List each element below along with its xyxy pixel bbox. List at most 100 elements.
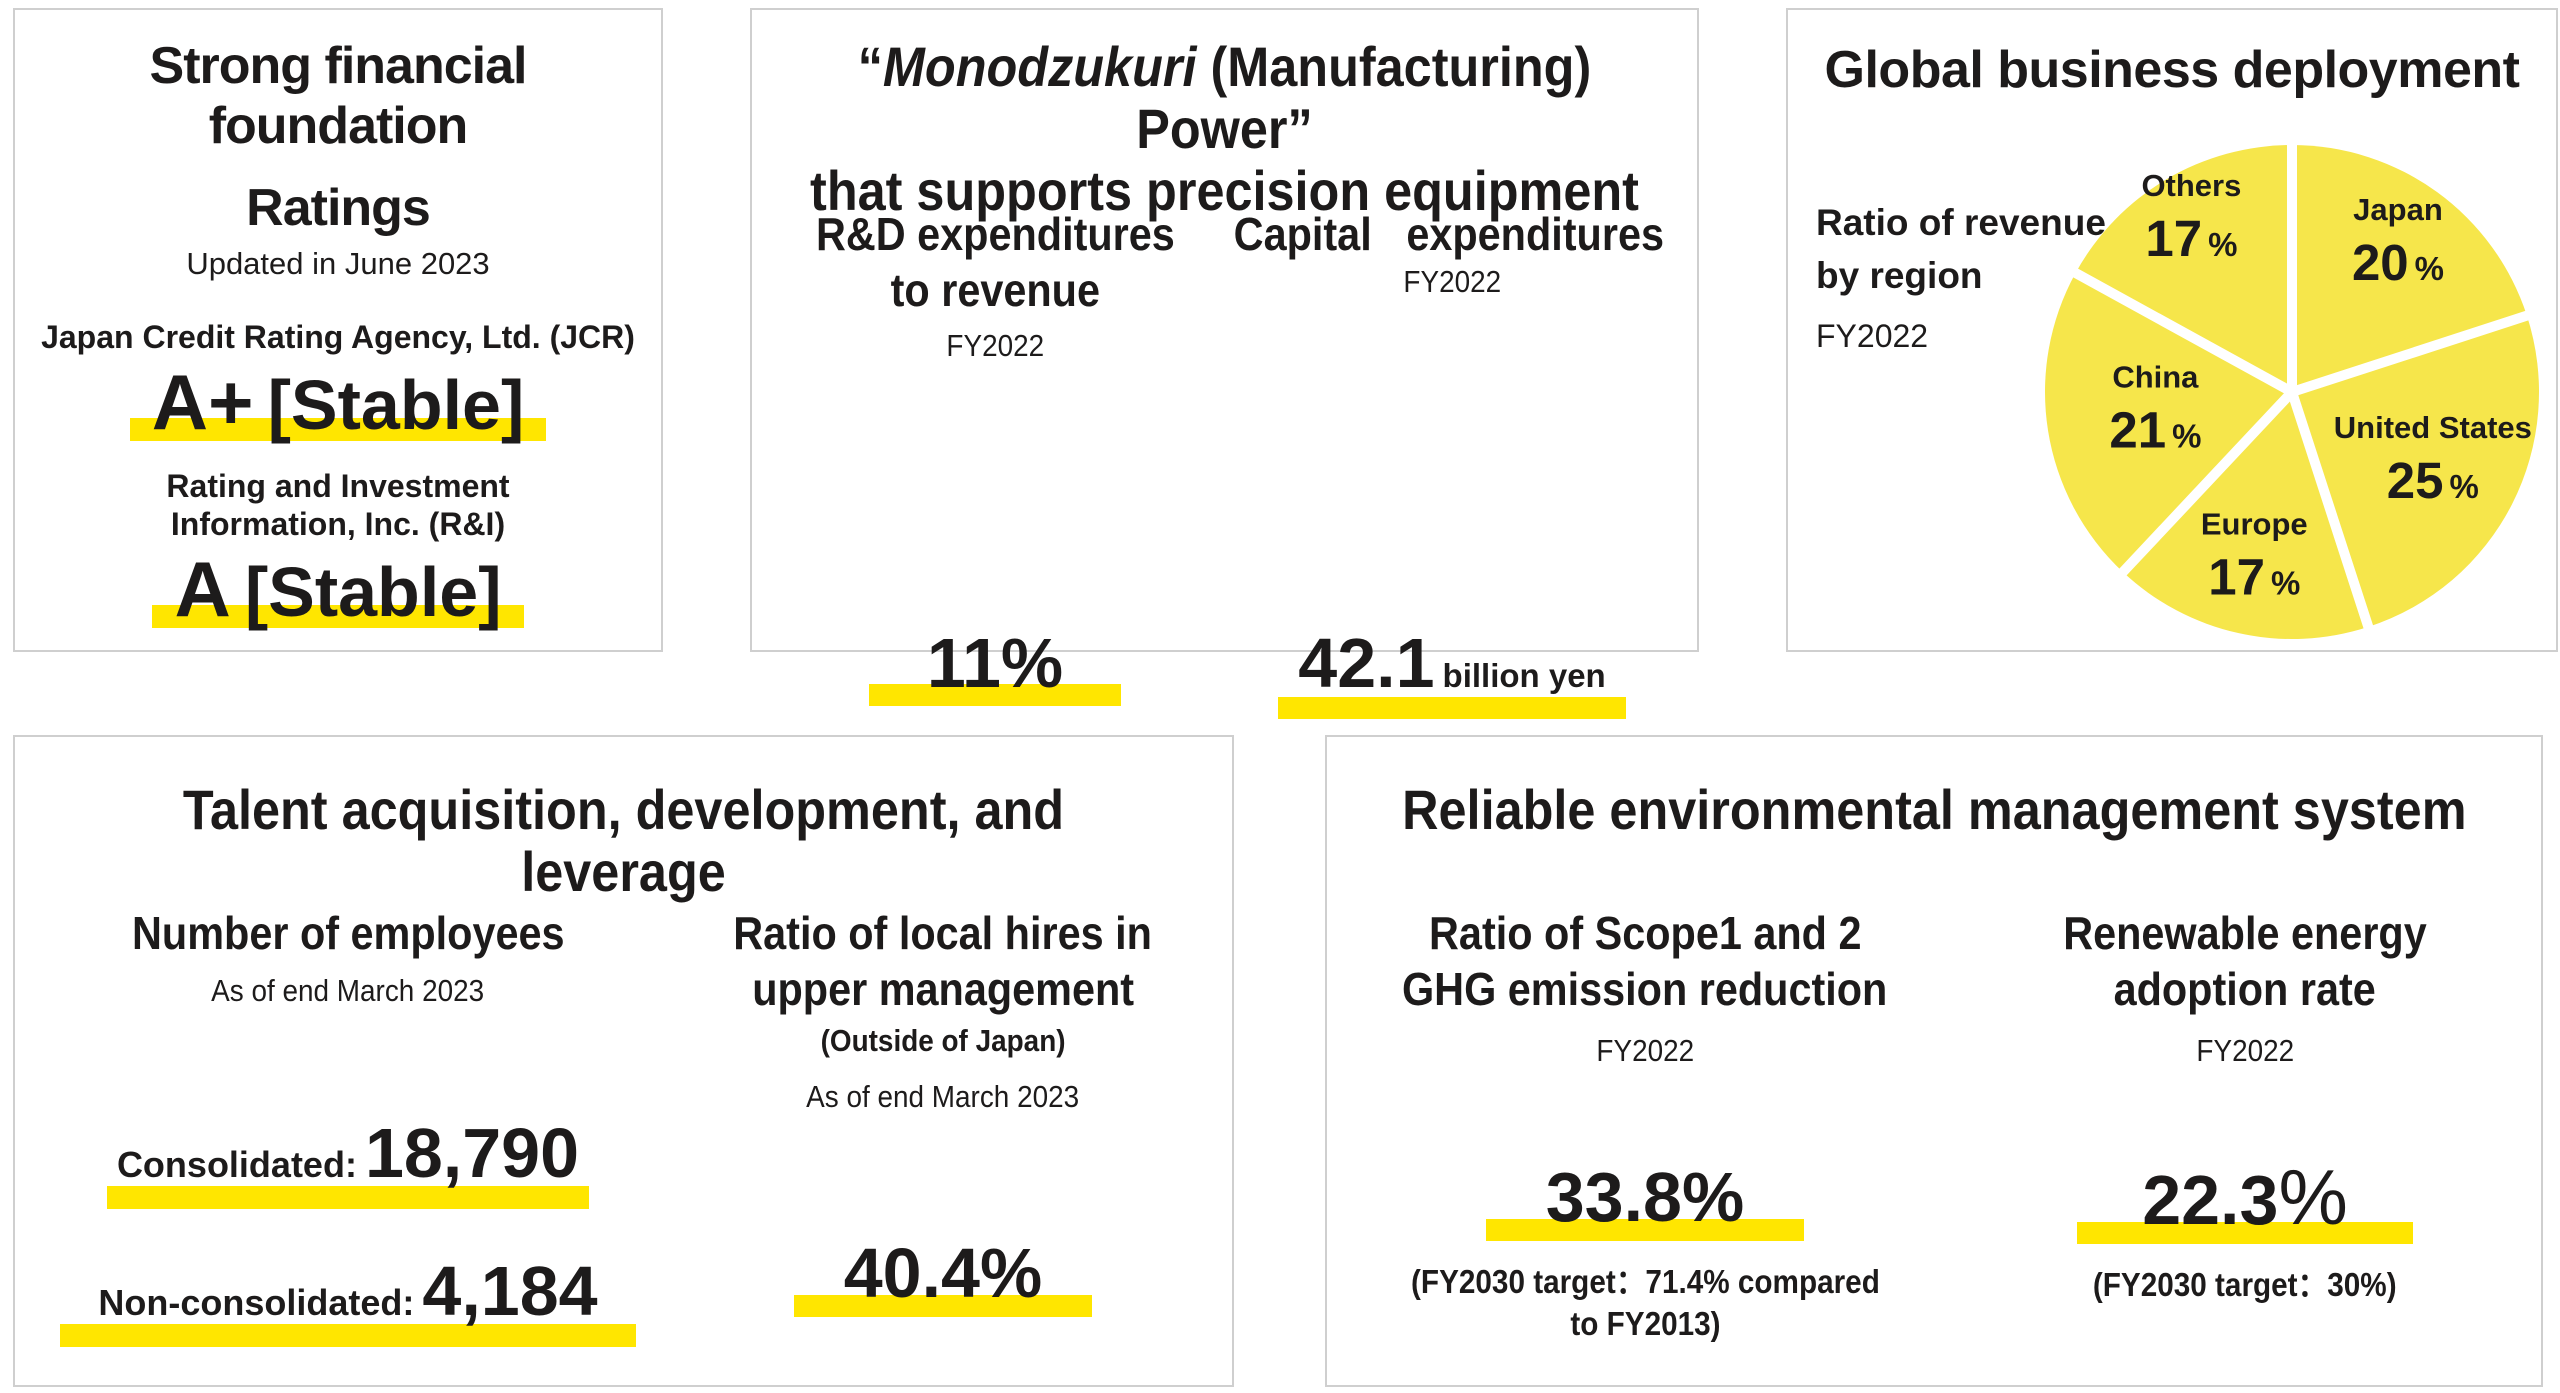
panel-title-line: “Monodzukuri (Manufacturing) Power” bbox=[805, 36, 1645, 160]
pie-slice-others bbox=[2075, 145, 2292, 392]
employees-asof-text: As of end March 2023 bbox=[211, 973, 485, 1008]
consolidated-row: Consolidated: 18,790 bbox=[43, 1113, 653, 1209]
panel-title: Strong financial foundation bbox=[25, 36, 651, 156]
panel-financial-foundation: Strong financial foundation Ratings Upda… bbox=[13, 8, 663, 652]
jcr-rating-row: A+ [Stable] bbox=[15, 360, 661, 447]
local-hires-highlight: 40.4% bbox=[793, 1233, 1093, 1317]
pie-label-value: 25% bbox=[2387, 452, 2479, 509]
revenue-ratio-period: FY2022 bbox=[1816, 318, 1929, 354]
title-rest: (Manufacturing) Power” bbox=[1136, 35, 1592, 160]
ratings-updated-date: Updated in June 2023 bbox=[186, 246, 490, 281]
renewable-value-percent: % bbox=[2278, 1153, 2348, 1241]
consolidated-value: 18,790 bbox=[364, 1114, 580, 1192]
nonconsolidated-value: 4,184 bbox=[422, 1252, 598, 1330]
quote-open: “ bbox=[857, 35, 883, 98]
capex-unit: billion yen bbox=[1442, 657, 1606, 694]
nonconsolidated-highlight: Non-consolidated: 4,184 bbox=[60, 1251, 636, 1347]
pie-label-name: China bbox=[2112, 360, 2199, 395]
renewable-value-highlight: 22.3% bbox=[2077, 1157, 2413, 1244]
rd-period: FY2022 bbox=[946, 328, 1044, 363]
ghg-value-highlight: 33.8% bbox=[1485, 1157, 1805, 1241]
rd-label-line: to revenue bbox=[890, 264, 1100, 316]
ri-rating-row: A [Stable] bbox=[15, 547, 661, 634]
panel-global-deployment: Global business deployment Ratio of reve… bbox=[1786, 8, 2558, 652]
panel-title: “Monodzukuri (Manufacturing) Power” that… bbox=[758, 36, 1691, 222]
pie-label-value: 17% bbox=[2145, 210, 2237, 267]
capex-label-line: Capital bbox=[1233, 208, 1372, 260]
employees-label-text: Number of employees bbox=[131, 907, 565, 959]
ghg-column: Ratio of Scope1 and 2 GHG emission reduc… bbox=[1345, 905, 1945, 1345]
ghg-label: Ratio of Scope1 and 2 GHG emission reduc… bbox=[1345, 905, 1945, 1017]
nonconsolidated-label: Non-consolidated: bbox=[98, 1282, 415, 1323]
local-hires-value-row: 40.4% bbox=[663, 1233, 1223, 1317]
rd-expenditures-column: R&D expenditures to revenue FY2022 11% bbox=[770, 206, 1220, 706]
renewable-column: Renewable energy adoption rate FY2022 22… bbox=[1955, 905, 2535, 1306]
ri-rating-outlook: [Stable] bbox=[244, 553, 502, 631]
ri-rating-highlight: A [Stable] bbox=[152, 545, 524, 634]
pie-separator bbox=[2071, 267, 2295, 397]
capex-period: FY2022 bbox=[1403, 264, 1501, 299]
nonconsolidated-row: Non-consolidated: 4,184 bbox=[43, 1251, 653, 1347]
rd-value: 11% bbox=[926, 624, 1064, 702]
rd-value-highlight: 11% bbox=[868, 624, 1122, 706]
local-hires-label-line: upper management bbox=[752, 963, 1134, 1015]
jcr-agency-name: Japan Credit Rating Agency, Ltd. (JCR) bbox=[41, 319, 635, 355]
ri-agency-name: Rating and Investment Information, Inc. … bbox=[15, 467, 661, 543]
revenue-ratio-label: Ratio of revenue by region bbox=[1816, 196, 2126, 302]
ratings-heading: Ratings bbox=[246, 179, 431, 237]
pie-label-name: United States bbox=[2334, 410, 2532, 445]
ghg-value-row: 33.8% bbox=[1345, 1157, 1945, 1241]
employees-label: Number of employees bbox=[43, 905, 653, 961]
ghg-label-line: GHG emission reduction bbox=[1402, 963, 1888, 1015]
panel-title-text: Talent acquisition, development, and lev… bbox=[182, 778, 1065, 903]
panel-title: Global business deployment bbox=[1824, 41, 2520, 99]
ghg-label-line: Ratio of Scope1 and 2 bbox=[1428, 907, 1862, 959]
pie-label-name: Japan bbox=[2353, 192, 2443, 227]
capex-label: Capital expenditures bbox=[1222, 206, 1682, 262]
ghg-target: (FY2030 target：71.4% compared to FY2013) bbox=[1345, 1261, 1945, 1345]
renewable-period: FY2022 bbox=[1955, 1033, 2535, 1069]
panel-talent: Talent acquisition, development, and lev… bbox=[13, 735, 1234, 1387]
renewable-label-line: adoption rate bbox=[2113, 963, 2377, 1015]
local-hires-value: 40.4% bbox=[843, 1234, 1043, 1312]
ghg-target-line: (FY2030 target：71.4% compared bbox=[1410, 1263, 1880, 1300]
pie-label-value: 21% bbox=[2109, 402, 2201, 459]
panel-title-line: that supports precision equipment bbox=[810, 159, 1639, 222]
renewable-label-line: Renewable energy bbox=[2063, 907, 2427, 959]
capex-value: 42.1 bbox=[1298, 624, 1435, 702]
revenue-ratio-line: Ratio of revenue bbox=[1816, 202, 2106, 243]
pie-slice-united-states bbox=[2292, 315, 2539, 627]
panel-title-line: Strong financial bbox=[149, 37, 528, 95]
local-hires-column: Ratio of local hires in upper management… bbox=[663, 905, 1223, 1317]
panel-monodzukuri-power: “Monodzukuri (Manufacturing) Power” that… bbox=[750, 8, 1699, 719]
local-hires-asof: As of end March 2023 bbox=[663, 1079, 1223, 1115]
jcr-rating-highlight: A+ [Stable] bbox=[129, 360, 546, 447]
rd-value-row: 11% bbox=[770, 624, 1220, 706]
renewable-target-text: (FY2030 target：30%) bbox=[2093, 1266, 2397, 1303]
consolidated-label: Consolidated: bbox=[116, 1144, 357, 1185]
panel-title: Talent acquisition, development, and lev… bbox=[23, 779, 1224, 903]
renewable-period-text: FY2022 bbox=[2196, 1033, 2294, 1068]
renewable-value-row: 22.3% bbox=[1955, 1157, 2535, 1244]
pie-label-name: Others bbox=[2141, 168, 2241, 203]
pie-slice-china bbox=[2045, 273, 2292, 573]
local-hires-note-text: (Outside of Japan) bbox=[820, 1023, 1066, 1058]
employees-column: Number of employees As of end March 2023… bbox=[43, 905, 653, 1347]
ri-agency-name-line: Information, Inc. (R&I) bbox=[170, 506, 506, 542]
renewable-label: Renewable energy adoption rate bbox=[1955, 905, 2535, 1017]
ghg-period: FY2022 bbox=[1345, 1033, 1945, 1069]
renewable-target: (FY2030 target：30%) bbox=[1955, 1264, 2535, 1306]
local-hires-asof-text: As of end March 2023 bbox=[806, 1079, 1080, 1114]
consolidated-highlight: Consolidated: 18,790 bbox=[106, 1113, 590, 1209]
employees-asof: As of end March 2023 bbox=[43, 973, 653, 1009]
ghg-value: 33.8% bbox=[1545, 1158, 1745, 1236]
capex-value-row: 42.1 billion yen bbox=[1222, 624, 1682, 719]
ri-rating-grade: A bbox=[174, 545, 231, 633]
capex-column: Capital expenditures FY2022 42.1 billion … bbox=[1222, 206, 1682, 719]
pie-label-name: Europe bbox=[2201, 507, 2308, 542]
monodzukuri-italic: Monodzukuri bbox=[882, 35, 1197, 98]
revenue-pie-chart: Japan 20 % United States 25 % Europe 17 % China 21… bbox=[2045, 143, 2539, 639]
local-hires-label: Ratio of local hires in upper management bbox=[663, 905, 1223, 1017]
renewable-value: 22.3 bbox=[2142, 1161, 2279, 1239]
